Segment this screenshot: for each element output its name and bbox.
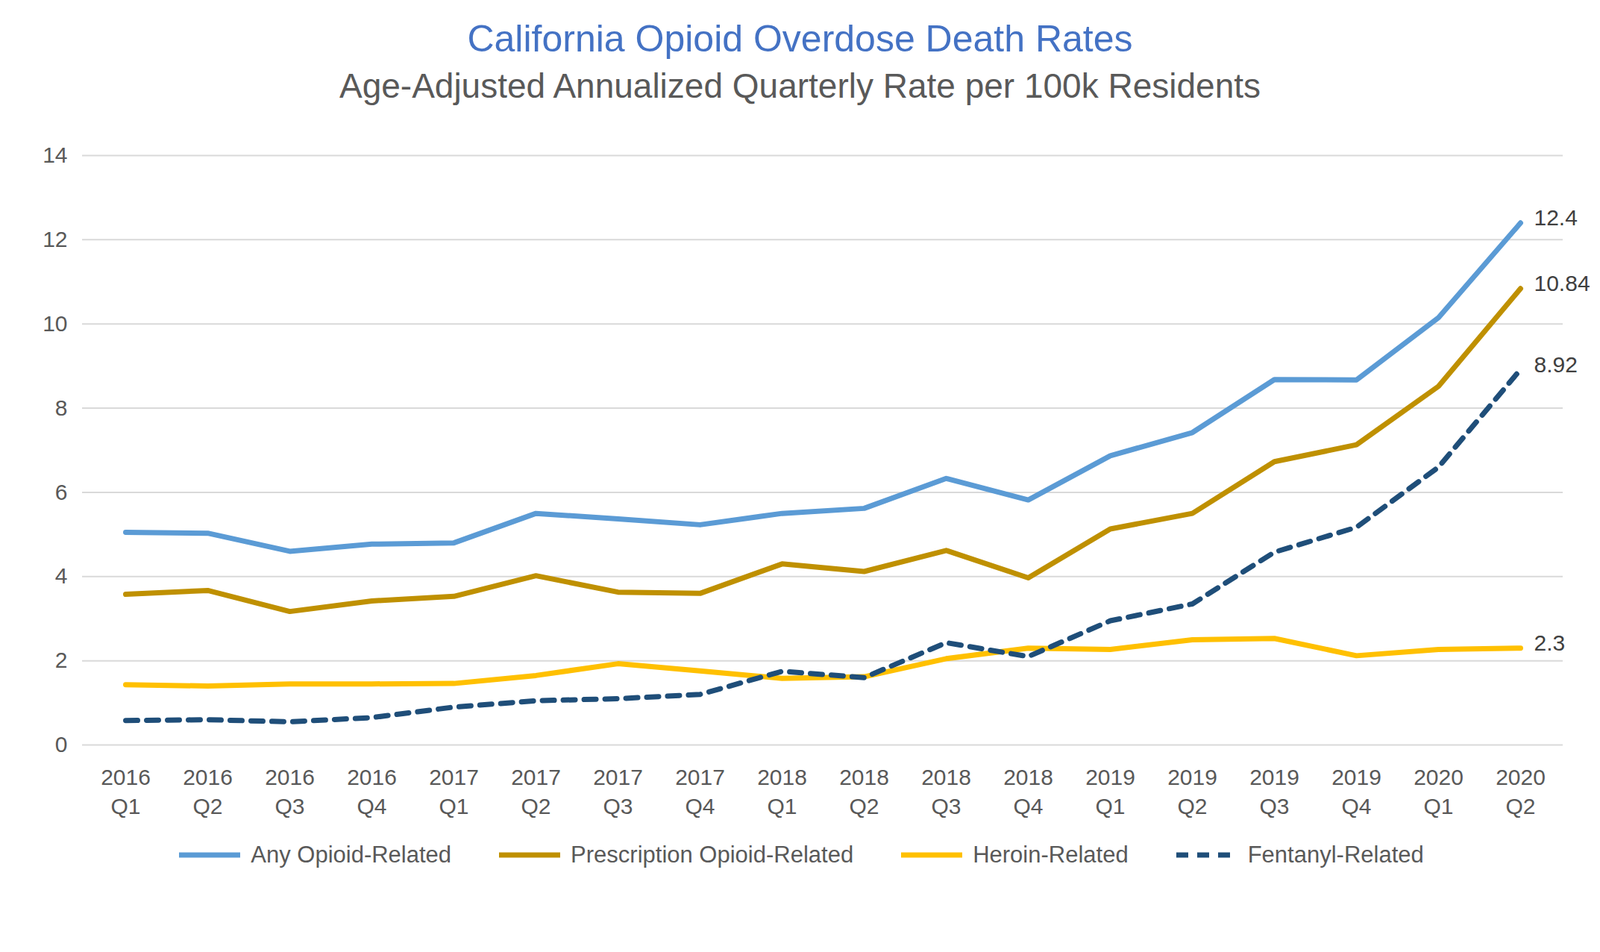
svg-text:14: 14 [42,142,68,168]
svg-text:2017Q3: 2017Q3 [593,764,643,819]
svg-text:6: 6 [55,479,68,505]
svg-text:2019Q3: 2019Q3 [1249,764,1300,819]
svg-text:2018Q4: 2018Q4 [1003,764,1054,819]
svg-text:2018Q3: 2018Q3 [921,764,972,819]
svg-text:2017Q1: 2017Q1 [428,764,479,819]
svg-text:2020Q2: 2020Q2 [1495,764,1546,819]
svg-text:2016Q2: 2016Q2 [182,764,233,819]
html-text:Prescription Opioid-Related: Prescription Opioid-Related [570,841,854,868]
svg-text:2019Q2: 2019Q2 [1167,764,1218,819]
html-text:Fentanyl-Related: Fentanyl-Related [1247,841,1424,868]
svg-text:2018Q1: 2018Q1 [757,764,808,819]
svg-text:10.84: 10.84 [1534,270,1591,296]
html-text:Any Opioid-Related: Any Opioid-Related [250,841,452,868]
html-text:California Opioid Overdose Dea: California Opioid Overdose Death Rates [467,17,1133,60]
svg-text:8: 8 [55,395,68,420]
html-text:Heroin-Related: Heroin-Related [972,841,1129,868]
svg-text:2017Q2: 2017Q2 [510,764,561,819]
svg-text:12: 12 [42,226,68,252]
html-text:Age-Adjusted Annualized Quarte: Age-Adjusted Annualized Quarterly Rate p… [339,66,1261,106]
svg-text:2019Q4: 2019Q4 [1331,764,1382,819]
svg-text:4: 4 [55,563,68,588]
svg-text:2016Q3: 2016Q3 [264,764,315,819]
svg-text:2019Q1: 2019Q1 [1085,764,1136,819]
svg-text:2016Q1: 2016Q1 [100,764,151,819]
svg-text:10: 10 [42,311,68,336]
svg-text:2.3: 2.3 [1534,630,1566,655]
svg-text:2016Q4: 2016Q4 [346,764,397,819]
svg-text:2020Q1: 2020Q1 [1413,764,1464,819]
svg-text:2018Q2: 2018Q2 [839,764,890,819]
svg-text:2: 2 [55,647,68,673]
svg-text:2017Q4: 2017Q4 [675,764,726,819]
svg-text:0: 0 [55,731,68,757]
svg-text:8.92: 8.92 [1534,352,1578,377]
svg-text:12.4: 12.4 [1534,205,1578,230]
